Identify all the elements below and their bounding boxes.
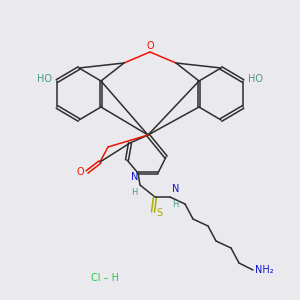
Text: H: H	[172, 200, 178, 209]
Text: O: O	[146, 41, 154, 51]
Text: N: N	[130, 172, 138, 182]
Text: HO: HO	[248, 74, 263, 84]
Text: HO: HO	[37, 74, 52, 84]
Text: N: N	[172, 184, 179, 194]
Text: S: S	[156, 208, 162, 218]
Text: H: H	[132, 188, 138, 197]
Text: NH₂: NH₂	[255, 265, 274, 275]
Text: Cl – H: Cl – H	[91, 273, 119, 283]
Text: O: O	[76, 167, 84, 177]
